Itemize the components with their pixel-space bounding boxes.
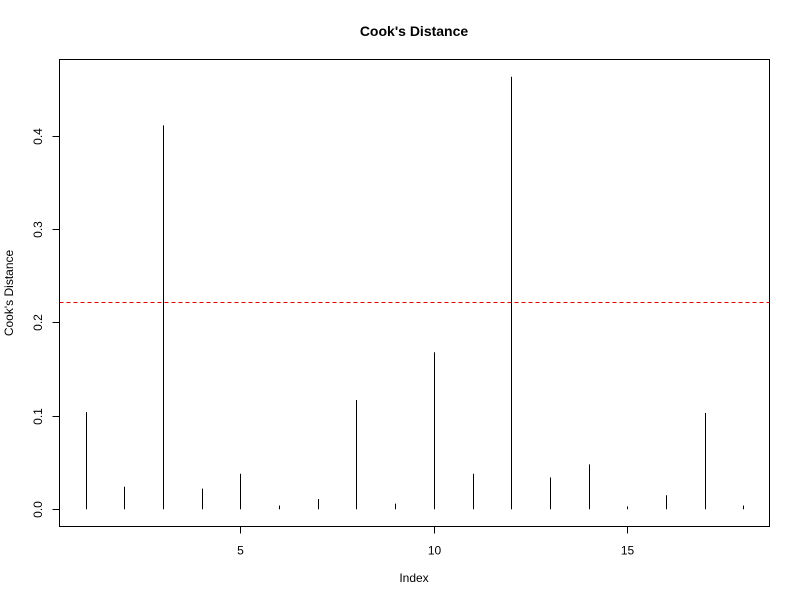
y-tick-label: 0.2 bbox=[31, 314, 45, 331]
y-tick-label: 0.4 bbox=[31, 128, 45, 145]
x-tick-label: 5 bbox=[237, 544, 244, 558]
x-axis-label: Index bbox=[399, 571, 428, 585]
y-axis-label: Cook's Distance bbox=[2, 250, 16, 337]
plot-frame bbox=[59, 59, 770, 527]
y-tick-label: 0.1 bbox=[31, 408, 45, 425]
bars-group bbox=[86, 76, 744, 510]
x-tick-label: 10 bbox=[428, 544, 442, 558]
y-tick-label: 0.0 bbox=[31, 501, 45, 518]
x-axis: 5 10 15 bbox=[237, 526, 635, 558]
chart-title: Cook's Distance bbox=[360, 23, 469, 39]
y-tick-label: 0.3 bbox=[31, 221, 45, 238]
x-tick-label: 15 bbox=[621, 544, 635, 558]
y-axis: 0.0 0.1 0.2 0.3 0.4 bbox=[31, 128, 60, 518]
